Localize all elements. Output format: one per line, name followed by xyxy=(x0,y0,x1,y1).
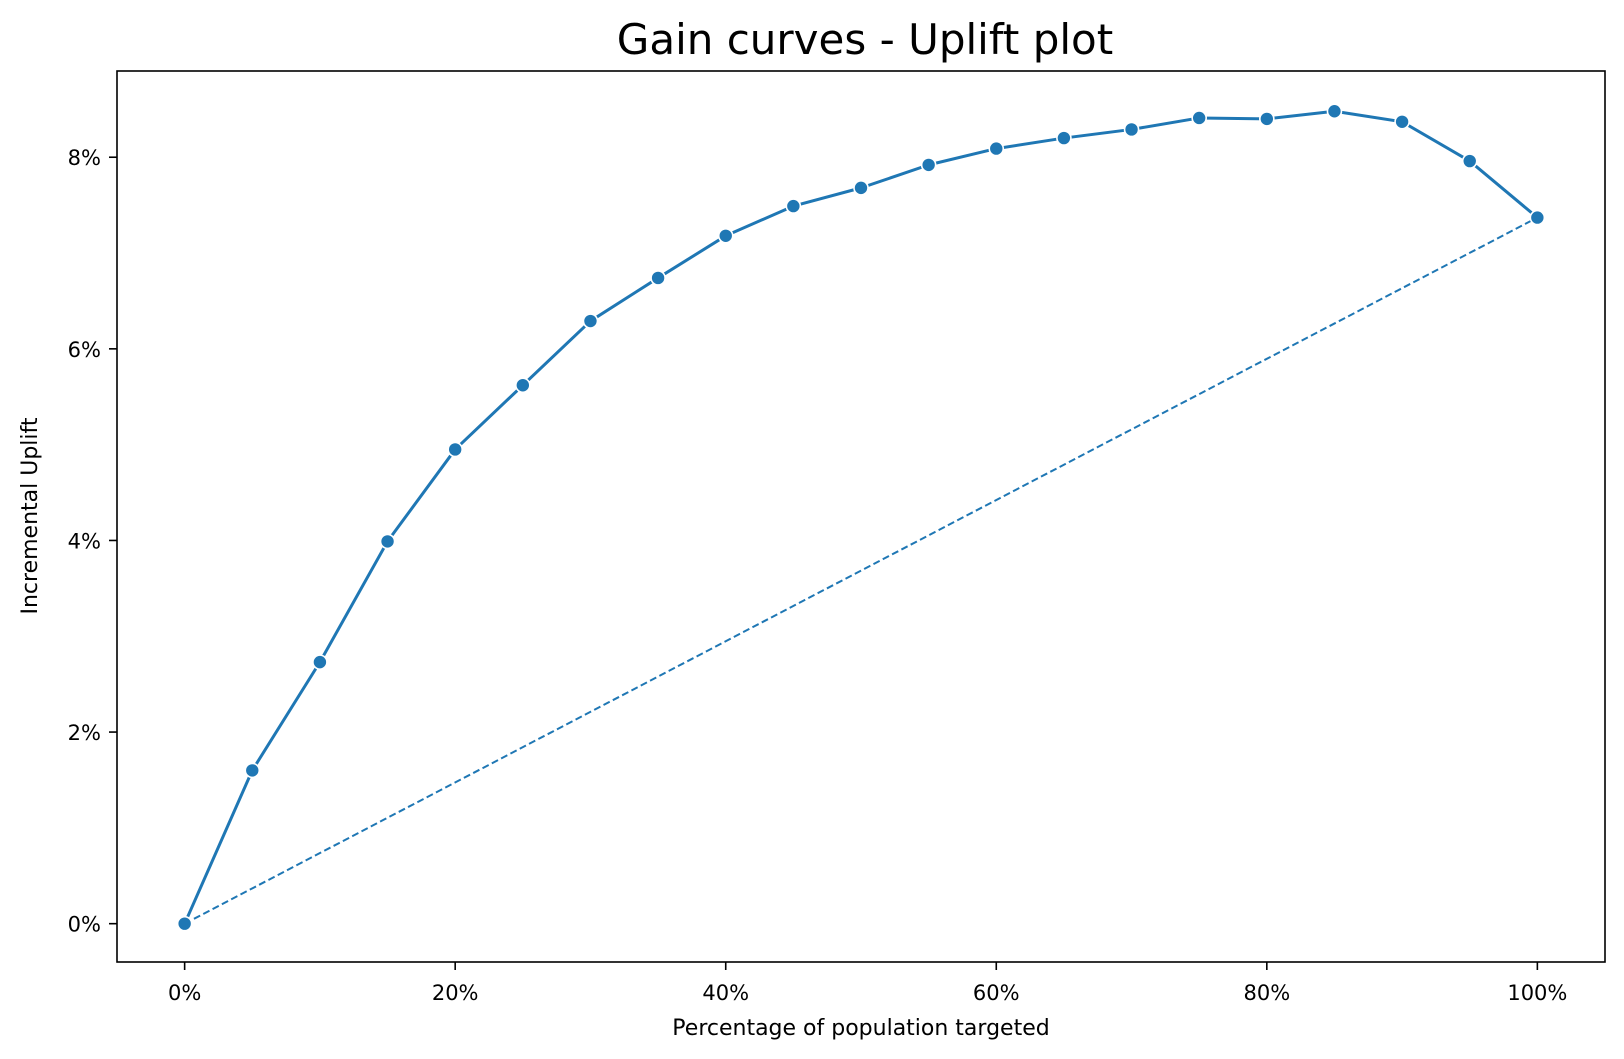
uplift-curve-point-9 xyxy=(785,198,802,214)
uplift-curve-point-3 xyxy=(379,533,396,550)
x-axis-label: Percentage of population targeted xyxy=(672,1016,1049,1041)
uplift-curve-point-11 xyxy=(920,157,937,173)
y-axis-label: Incremental Uplift xyxy=(18,417,43,614)
x-tick-label-4: 80% xyxy=(1243,981,1290,1005)
x-tick-label-2: 40% xyxy=(702,981,749,1005)
y-tick-label-0: 0% xyxy=(68,913,101,937)
uplift-curve-point-13 xyxy=(1056,130,1072,146)
uplift-curve-point-1 xyxy=(244,762,261,779)
y-tick-label-4: 8% xyxy=(68,146,101,170)
uplift-curve-point-20 xyxy=(1529,209,1546,226)
uplift-curve-point-12 xyxy=(988,140,1005,157)
plot-area xyxy=(176,103,1546,932)
y-tick-label-3: 6% xyxy=(68,338,101,362)
plot-frame xyxy=(116,70,1606,963)
uplift-curve-point-5 xyxy=(515,377,531,394)
x-axis: 0% 20% 40% 60% 80% 100% xyxy=(168,962,1567,1005)
uplift-curve-point-6 xyxy=(582,313,599,329)
baseline-dashed-line xyxy=(184,216,1538,925)
uplift-curve-point-16 xyxy=(1259,111,1275,127)
uplift-curve-point-4 xyxy=(447,441,463,458)
uplift-curve-point-14 xyxy=(1123,121,1140,138)
uplift-curve-point-7 xyxy=(650,270,666,286)
uplift-curve-point-15 xyxy=(1191,110,1207,126)
chart-title: Gain curves - Uplift plot xyxy=(617,15,1113,64)
uplift-curve-point-18 xyxy=(1394,113,1410,130)
x-tick-label-3: 60% xyxy=(973,981,1020,1005)
x-tick-label-0: 0% xyxy=(168,981,201,1005)
y-tick-label-2: 4% xyxy=(68,529,101,553)
uplift-curve-point-8 xyxy=(717,227,734,244)
x-tick-label-1: 20% xyxy=(432,981,479,1005)
uplift-curve-point-17 xyxy=(1326,103,1343,120)
y-axis: 0% 2% 4% 6% 8% xyxy=(68,146,117,937)
y-tick-label-1: 2% xyxy=(68,721,101,745)
uplift-curve-point-2 xyxy=(312,654,328,670)
uplift-curve-point-10 xyxy=(853,180,869,196)
uplift-curve-point-0 xyxy=(176,915,193,932)
x-tick-label-5: 100% xyxy=(1507,981,1567,1005)
uplift-curve-point-19 xyxy=(1461,153,1478,169)
